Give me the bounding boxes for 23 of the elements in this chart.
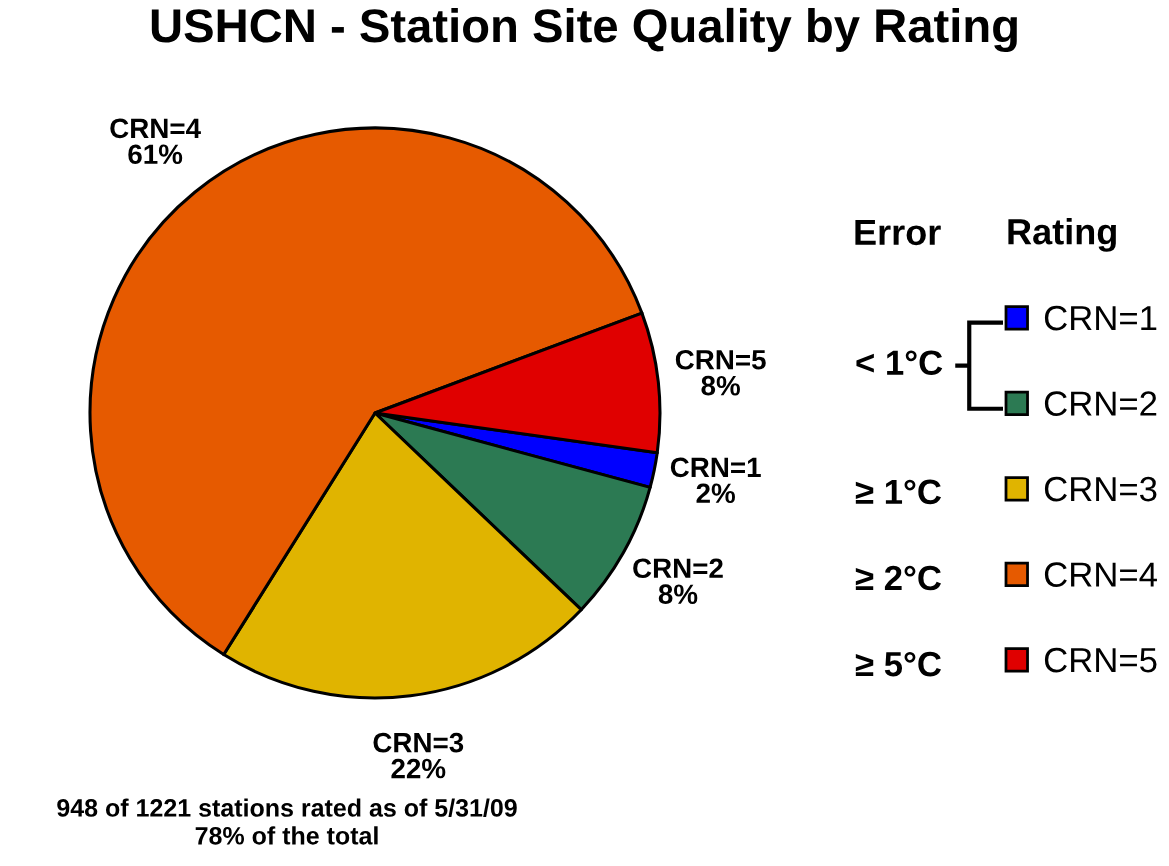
- text: ≥ 2°C: [855, 565, 942, 591]
- slice-label: CRN=2: [633, 558, 723, 579]
- data-label: 8%: [658, 584, 698, 605]
- text: Error: [855, 219, 941, 246]
- legend-label: CRN=2: [1044, 391, 1157, 416]
- legend-label: CRN=5: [1044, 647, 1157, 673]
- data-label: 2%: [696, 483, 735, 504]
- chart-title: USHCN - Station Site Quality by Rating: [151, 7, 1017, 53]
- text: 948 of 1221 stations rated as of 5/31/09 78% of the total: [57, 798, 517, 845]
- slice-label: CRN=4: [110, 118, 201, 139]
- text: ≥ 5°C: [855, 651, 942, 677]
- slice-label: CRN=1: [670, 457, 761, 478]
- legend-label: CRN=3: [1044, 476, 1157, 502]
- slice-label: CRN=5: [675, 349, 766, 370]
- legend-label: CRN=4: [1044, 562, 1157, 587]
- slice-label: CRN=3: [373, 732, 464, 753]
- data-label: 8%: [701, 375, 740, 396]
- text: ≥ 1°C: [855, 479, 942, 505]
- data-label: 61%: [128, 144, 183, 165]
- text: < 1°C: [856, 350, 943, 376]
- legend-title: Rating: [1008, 218, 1116, 252]
- data-label: 22%: [391, 758, 446, 779]
- legend-label: CRN=1: [1044, 305, 1157, 331]
